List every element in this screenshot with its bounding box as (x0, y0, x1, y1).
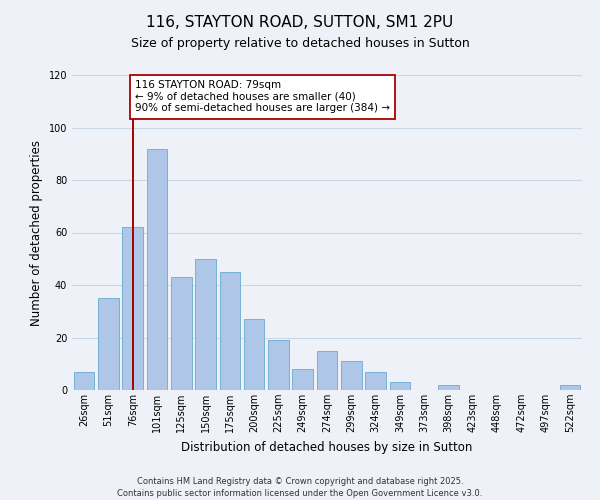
Bar (195, 259, 216, 390)
Bar (122, 227, 143, 390)
Bar (292, 369, 313, 390)
X-axis label: Distribution of detached houses by size in Sutton: Distribution of detached houses by size … (181, 440, 473, 454)
Bar (146, 148, 167, 390)
Text: 116, STAYTON ROAD, SUTTON, SM1 2PU: 116, STAYTON ROAD, SUTTON, SM1 2PU (146, 15, 454, 30)
Bar (317, 350, 337, 390)
Bar (268, 340, 289, 390)
Text: Size of property relative to detached houses in Sutton: Size of property relative to detached ho… (131, 38, 469, 51)
Bar (171, 277, 191, 390)
Bar (244, 319, 265, 390)
Text: Contains HM Land Registry data © Crown copyright and database right 2025.
Contai: Contains HM Land Registry data © Crown c… (118, 476, 482, 498)
Y-axis label: Number of detached properties: Number of detached properties (30, 140, 43, 326)
Bar (98, 298, 119, 390)
Text: 116 STAYTON ROAD: 79sqm
← 9% of detached houses are smaller (40)
90% of semi-det: 116 STAYTON ROAD: 79sqm ← 9% of detached… (135, 80, 390, 114)
Bar (74, 372, 94, 390)
Bar (560, 385, 580, 390)
Bar (341, 361, 362, 390)
Bar (438, 385, 459, 390)
Bar (365, 372, 386, 390)
Bar (389, 382, 410, 390)
Bar (220, 272, 240, 390)
